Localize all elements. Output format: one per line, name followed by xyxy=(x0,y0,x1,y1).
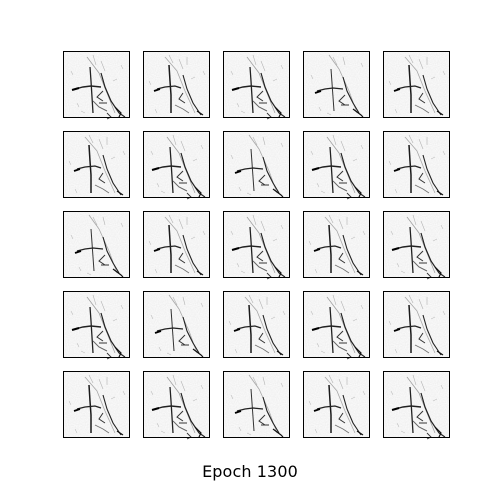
sample-image-row4-col5 xyxy=(383,291,450,358)
sample-image-row3-col2 xyxy=(143,211,210,278)
sample-image-row1-col3 xyxy=(223,51,290,120)
epoch-caption: Epoch 1300 xyxy=(202,462,298,481)
sample-image-row3-col4 xyxy=(303,211,370,278)
sample-image-row2-col2 xyxy=(143,131,210,200)
sample-image-row4-col4 xyxy=(303,291,370,360)
sample-image-row3-col3 xyxy=(223,211,290,280)
sample-cells xyxy=(63,51,450,440)
sample-image-row1-col2 xyxy=(143,51,210,118)
sample-image-row2-col1 xyxy=(63,131,130,198)
sample-image-row1-col5 xyxy=(383,51,450,118)
sample-image-row2-col3 xyxy=(223,131,290,198)
sample-image-row5-col1 xyxy=(63,371,130,438)
sample-image-row4-col2 xyxy=(143,291,210,358)
sample-image-row4-col1 xyxy=(63,291,130,360)
sample-image-row5-col5 xyxy=(383,371,450,440)
sample-image-row1-col1 xyxy=(63,51,130,120)
sample-image-row5-col2 xyxy=(143,371,210,440)
sample-image-row3-col1 xyxy=(63,211,130,278)
sample-image-row2-col5 xyxy=(383,131,450,198)
sample-image-row3-col5 xyxy=(383,211,450,280)
sample-image-row5-col3 xyxy=(223,371,290,438)
sample-image-row5-col4 xyxy=(303,371,370,438)
sample-image-row2-col4 xyxy=(303,131,370,200)
sample-image-row1-col4 xyxy=(303,51,370,118)
sample-image-row4-col3 xyxy=(223,291,290,358)
